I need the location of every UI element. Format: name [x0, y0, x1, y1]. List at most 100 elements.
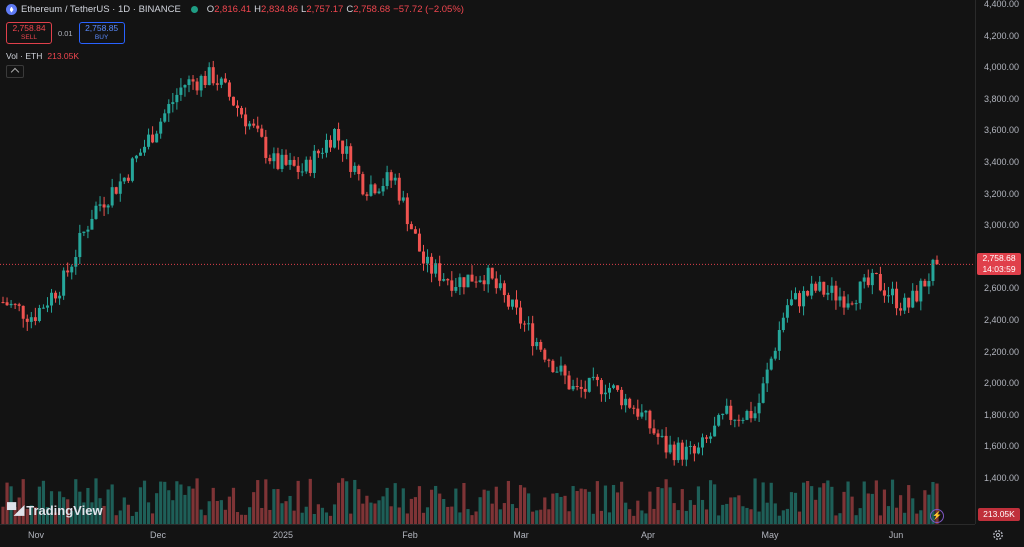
candle-body — [138, 152, 142, 156]
volume-bar — [571, 486, 575, 524]
volume-bar — [102, 505, 106, 524]
symbol-title[interactable]: Ethereum / TetherUS · 1D · BINANCE — [21, 4, 181, 15]
volume-bar — [235, 512, 240, 524]
volume-bar — [830, 486, 834, 524]
volume-bar — [518, 485, 523, 524]
candle-body — [737, 419, 741, 421]
volume-bar — [268, 509, 272, 524]
ohlc-low-label: L — [301, 4, 307, 15]
candle-body — [5, 302, 9, 306]
volume-bar — [207, 501, 211, 524]
candle-body — [341, 140, 345, 154]
volume-bar — [502, 503, 506, 524]
volume-bar — [223, 509, 227, 524]
tradingview-logo[interactable]: ▀◢ TradingView — [7, 502, 103, 518]
candle-body — [862, 277, 866, 282]
volume-bar — [13, 507, 17, 524]
volume-legend[interactable]: Vol · ETH 213.05K — [6, 51, 79, 61]
volume-bar — [474, 511, 478, 524]
volume-bar — [700, 499, 705, 524]
volume-bar — [74, 479, 78, 524]
candle-body — [284, 154, 288, 165]
candle-body — [915, 290, 919, 302]
volume-bar — [138, 487, 143, 524]
volume-bar — [522, 487, 527, 524]
candle-body — [106, 205, 110, 208]
candle-body — [280, 154, 284, 169]
volume-bar — [935, 483, 939, 524]
volume-bar — [539, 509, 543, 524]
candle-body — [21, 305, 25, 319]
candle-body — [211, 67, 215, 84]
volume-bar — [53, 512, 58, 524]
candle-body — [78, 232, 82, 258]
candle-body — [268, 157, 272, 162]
candlestick-chart[interactable] — [0, 0, 975, 524]
candle-body — [765, 369, 769, 384]
volume-bar — [903, 512, 907, 524]
candle-body — [692, 445, 696, 454]
volume-bar — [248, 507, 252, 524]
candle-body — [648, 410, 652, 429]
candle-body — [587, 377, 591, 392]
candle-body — [721, 413, 725, 416]
candle-body — [345, 146, 349, 154]
candle-body — [514, 299, 518, 308]
candle-body — [822, 281, 826, 295]
volume-bar — [741, 506, 745, 524]
volume-bar — [41, 480, 46, 524]
volume-bar — [761, 482, 765, 524]
candle-body — [90, 218, 94, 230]
volume-bar — [62, 497, 66, 524]
candle-body — [696, 447, 700, 454]
volume-bar — [652, 508, 656, 524]
candle-body — [292, 159, 296, 166]
volume-bar — [575, 490, 579, 524]
candle-body — [834, 285, 838, 301]
bolt-icon[interactable]: ⚡ — [930, 509, 944, 523]
candle-body — [535, 341, 539, 347]
price-tick: 2,400.00 — [983, 315, 1019, 325]
candle-body — [191, 79, 195, 82]
current-price-label: 2,758.68 14:03:59 — [977, 253, 1021, 276]
volume-bar — [806, 480, 810, 524]
volume-bar — [498, 509, 502, 524]
volume-bar — [899, 495, 903, 524]
volume-bar — [308, 478, 312, 524]
candle-body — [616, 385, 620, 390]
candle-body — [118, 181, 122, 194]
candle-body — [798, 293, 802, 307]
candle-body — [684, 446, 688, 460]
chevron-up-icon[interactable] — [6, 65, 24, 78]
candle-body — [705, 437, 709, 439]
chart-area[interactable] — [0, 0, 975, 524]
volume-bar — [272, 489, 276, 524]
candle-body — [171, 102, 175, 105]
volume-bar — [292, 510, 296, 524]
gear-icon[interactable] — [992, 529, 1004, 541]
volume-bar — [417, 486, 422, 524]
candle-body — [54, 292, 58, 299]
sell-button[interactable]: 2,758.84 SELL — [6, 22, 52, 44]
time-axis[interactable]: Nov Dec 2025 Feb Mar Apr May Jun — [0, 524, 975, 547]
volume-bar — [409, 498, 413, 524]
volume-bar — [797, 511, 802, 524]
candle-body — [527, 323, 531, 325]
candle-body — [373, 184, 377, 194]
volume-bar — [159, 481, 163, 524]
volume-bar — [636, 500, 640, 524]
candle-body — [187, 79, 191, 86]
volume-bar — [312, 514, 316, 524]
buy-button[interactable]: 2,758.85 BUY — [78, 22, 125, 44]
volume-bar — [421, 512, 426, 524]
volume-bar — [86, 487, 90, 524]
candle-body — [337, 128, 341, 141]
volume-bar — [676, 510, 680, 524]
candle-body — [745, 410, 749, 420]
candle-body — [231, 96, 235, 106]
candle-body — [680, 442, 684, 460]
candle-body — [405, 197, 409, 225]
candle-body — [256, 125, 260, 129]
candle-body — [668, 444, 672, 453]
volume-bar — [203, 515, 207, 524]
